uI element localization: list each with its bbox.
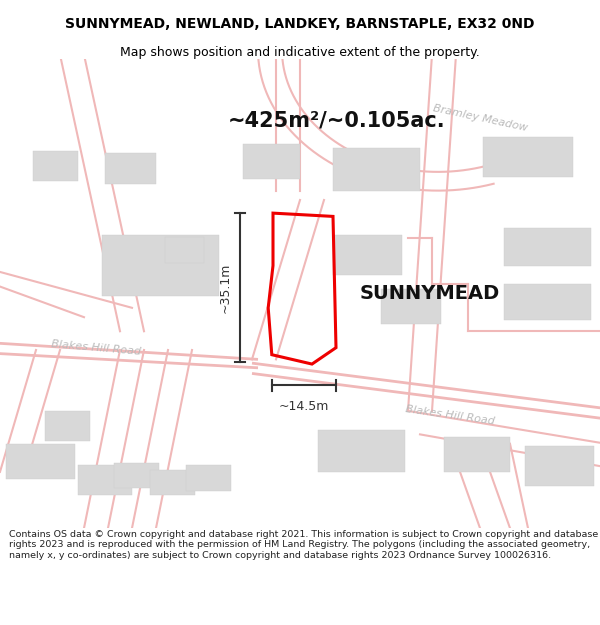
Text: ~35.1m: ~35.1m [218, 262, 232, 312]
Bar [243, 144, 300, 179]
Bar [165, 238, 204, 263]
Text: SUNNYMEAD: SUNNYMEAD [360, 284, 500, 303]
Text: Bramley Meadow: Bramley Meadow [432, 103, 528, 133]
Bar [333, 148, 420, 191]
Text: Blakes Hill Road: Blakes Hill Road [51, 339, 141, 356]
Bar [186, 465, 231, 491]
Text: Map shows position and indicative extent of the property.: Map shows position and indicative extent… [120, 46, 480, 59]
Text: Blakes Hill Road: Blakes Hill Road [405, 404, 495, 427]
Bar [444, 437, 510, 472]
Bar [150, 469, 195, 495]
Bar [483, 137, 573, 176]
Bar [504, 228, 591, 266]
Bar [78, 465, 132, 495]
Bar [102, 235, 219, 296]
Text: ~425m²/~0.105ac.: ~425m²/~0.105ac. [228, 110, 446, 130]
Text: ~14.5m: ~14.5m [279, 400, 329, 412]
Bar [381, 289, 441, 324]
Bar [333, 235, 402, 275]
Bar [114, 462, 159, 488]
Text: SUNNYMEAD, NEWLAND, LANDKEY, BARNSTAPLE, EX32 0ND: SUNNYMEAD, NEWLAND, LANDKEY, BARNSTAPLE,… [65, 17, 535, 31]
Bar [525, 446, 594, 486]
Bar [6, 444, 75, 479]
Bar [45, 411, 90, 441]
Bar [33, 151, 78, 181]
Text: Contains OS data © Crown copyright and database right 2021. This information is : Contains OS data © Crown copyright and d… [9, 530, 598, 560]
Bar [318, 430, 405, 472]
Bar [105, 153, 156, 184]
Bar [504, 284, 591, 319]
